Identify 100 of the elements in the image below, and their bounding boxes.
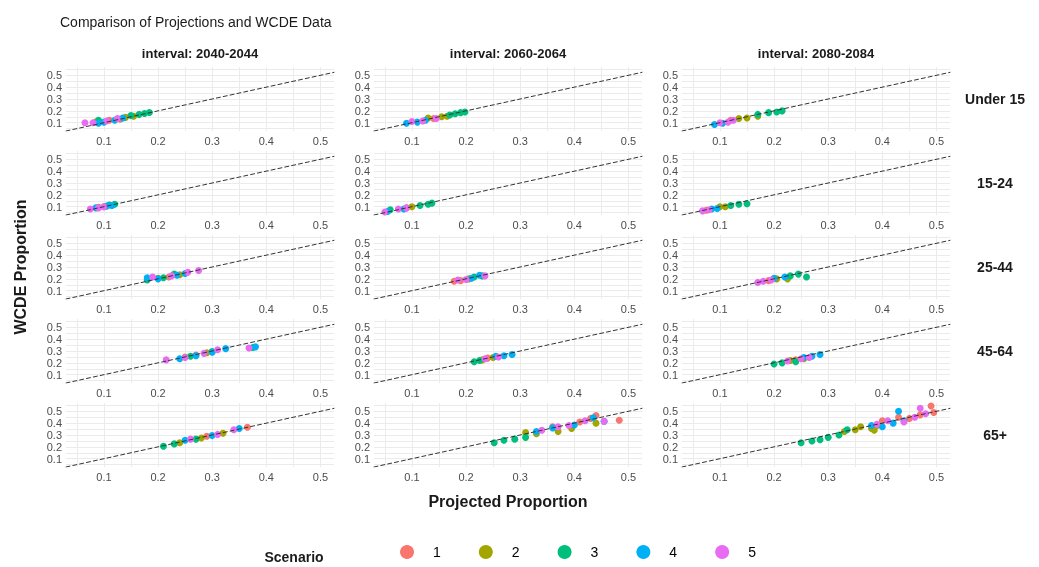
y-tick-label: 0.4	[354, 81, 370, 94]
x-tick-label: 0.1	[96, 470, 112, 483]
x-tick-label: 0.3	[204, 302, 220, 315]
x-tick-label: 0.3	[512, 302, 528, 315]
x-tick-label: 0.4	[874, 386, 890, 399]
x-tick-label: 0.5	[928, 134, 945, 147]
x-tick-label: 0.5	[928, 302, 945, 315]
x-tick-label: 0.5	[620, 470, 637, 483]
y-tick-label: 0.5	[662, 405, 678, 418]
y-tick-label: 0.3	[354, 177, 370, 189]
y-tick-label: 0.3	[46, 261, 62, 273]
y-tick-label: 0.1	[354, 368, 370, 381]
x-tick-label: 0.3	[204, 470, 220, 483]
x-tick-label: 0.2	[766, 470, 782, 483]
x-tick-label: 0.5	[312, 470, 329, 483]
y-tick-label: 0.3	[662, 177, 678, 189]
x-tick-label: 0.5	[620, 218, 637, 231]
text: Comparison of Projections and WCDE Data	[60, 14, 332, 30]
y-tick-label: 0.4	[354, 165, 370, 178]
legend-label: 1	[433, 544, 441, 560]
x-tick-label: 0.3	[820, 470, 836, 483]
y-tick-label: 0.3	[662, 429, 678, 441]
y-tick-label: 0.1	[46, 284, 62, 297]
y-axis-title: WCDE Proportion	[11, 199, 29, 335]
x-tick-label: 0.4	[874, 470, 890, 483]
x-tick-label: 0.3	[512, 386, 528, 399]
x-tick-label: 0.1	[712, 134, 728, 147]
y-tick-label: 0.1	[46, 368, 62, 381]
x-tick-label: 0.5	[928, 470, 945, 483]
text: 15-24	[977, 175, 1014, 191]
x-tick-label: 0.2	[458, 470, 474, 483]
x-tick-label: 0.1	[712, 302, 728, 315]
y-tick-label: 0.1	[662, 368, 678, 381]
y-tick-label: 0.4	[46, 81, 62, 94]
y-tick-label: 0.1	[662, 452, 678, 465]
x-tick-label: 0.1	[404, 386, 420, 399]
y-tick-label: 0.3	[354, 345, 370, 357]
x-tick-label: 0.4	[566, 218, 582, 231]
y-tick-label: 0.2	[354, 356, 370, 369]
x-tick-label: 0.5	[928, 218, 945, 231]
chart-title: interval: 2040-2044	[141, 45, 259, 61]
y-tick-label: 0.2	[354, 440, 370, 453]
y-tick-label: 0.4	[46, 417, 62, 430]
x-tick-label: 0.4	[258, 386, 274, 399]
legend-title: Scenario	[264, 549, 324, 565]
legend-label: 3	[590, 544, 599, 560]
y-tick-label: 0.2	[46, 356, 62, 369]
x-tick-label: 0.4	[258, 470, 274, 483]
x-tick-label: 0.2	[458, 218, 474, 231]
x-tick-label: 0.1	[404, 134, 420, 147]
x-tick-label: 0.2	[150, 134, 166, 147]
y-tick-label: 0.3	[354, 93, 370, 105]
x-tick-label: 0.5	[312, 386, 329, 399]
legend-label: 4	[669, 544, 678, 560]
x-tick-label: 0.4	[566, 386, 582, 399]
y-tick-label: 0.2	[354, 104, 370, 117]
x-tick-label: 0.1	[712, 470, 728, 483]
y-tick-label: 0.4	[354, 249, 370, 262]
y-tick-label: 0.2	[662, 356, 678, 369]
y-tick-label: 0.4	[46, 333, 62, 346]
x-tick-label: 0.5	[620, 302, 637, 315]
y-tick-label: 0.5	[46, 405, 62, 418]
x-tick-label: 0.4	[566, 470, 582, 483]
y-tick-label: 0.3	[46, 345, 62, 357]
y-tick-label: 0.4	[662, 165, 678, 178]
y-tick-label: 0.2	[354, 272, 370, 285]
y-tick-label: 0.1	[354, 284, 370, 297]
y-tick-label: 0.3	[46, 429, 62, 441]
y-tick-label: 0.1	[662, 284, 678, 297]
y-tick-label: 0.1	[46, 116, 62, 129]
y-tick-label: 0.2	[46, 272, 62, 285]
x-tick-label: 0.5	[312, 134, 329, 147]
x-tick-label: 0.2	[150, 302, 166, 315]
x-tick-label: 0.3	[820, 302, 836, 315]
x-tick-label: 0.1	[404, 470, 420, 483]
x-tick-label: 0.5	[312, 218, 329, 231]
x-tick-label: 0.5	[928, 386, 945, 399]
x-tick-label: 0.2	[766, 386, 782, 399]
y-tick-label: 0.1	[46, 200, 62, 213]
x-tick-label: 0.2	[150, 218, 166, 231]
y-tick-label: 0.5	[46, 153, 62, 166]
y-tick-label: 0.3	[46, 177, 62, 189]
x-tick-label: 0.3	[820, 134, 836, 147]
x-tick-label: 0.4	[874, 302, 890, 315]
y-tick-label: 0.4	[46, 249, 62, 262]
legend-label: 2	[511, 544, 520, 560]
x-tick-label: 0.4	[258, 302, 274, 315]
y-tick-label: 0.3	[662, 345, 678, 357]
y-tick-label: 0.5	[354, 237, 370, 250]
y-tick-label: 0.5	[662, 321, 678, 334]
y-tick-label: 0.2	[662, 188, 678, 201]
y-tick-label: 0.3	[46, 93, 62, 105]
y-tick-label: 0.3	[354, 261, 370, 273]
y-tick-label: 0.1	[662, 116, 678, 129]
x-tick-label: 0.1	[404, 302, 420, 315]
x-tick-label: 0.3	[512, 470, 528, 483]
y-tick-label: 0.4	[662, 333, 678, 346]
x-tick-label: 0.2	[766, 302, 782, 315]
chart-title: interval: 2060-2064	[449, 45, 567, 61]
text: Under 15	[965, 91, 1026, 107]
